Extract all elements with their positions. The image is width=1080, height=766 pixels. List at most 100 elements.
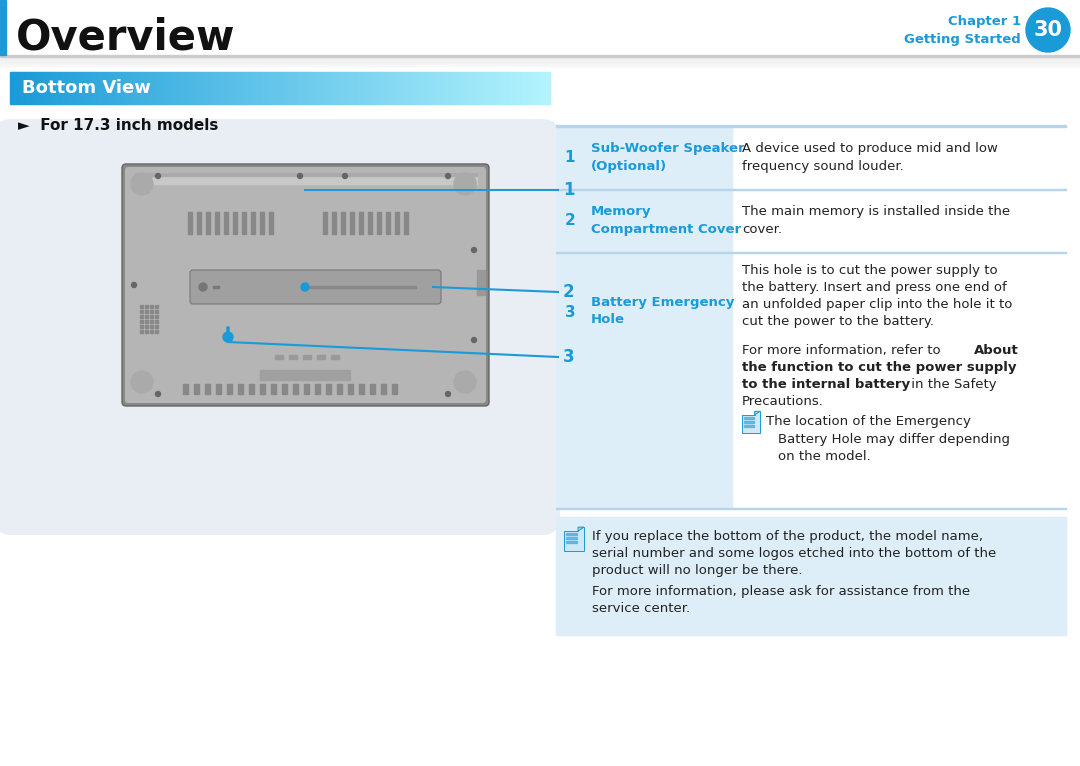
Text: Chapter 1: Chapter 1 <box>948 15 1021 28</box>
Circle shape <box>156 391 161 397</box>
Bar <box>477 270 485 295</box>
Bar <box>150 305 153 308</box>
Bar <box>0 66 1080 67</box>
Text: 3: 3 <box>563 348 575 366</box>
Bar <box>150 315 153 318</box>
Bar <box>337 384 342 394</box>
Text: Precautions.: Precautions. <box>742 395 824 408</box>
Bar <box>0 0 6 55</box>
Text: serial number and some logos etched into the bottom of the: serial number and some logos etched into… <box>592 547 996 560</box>
Bar <box>318 355 325 359</box>
Bar <box>309 286 416 288</box>
Text: Memory: Memory <box>591 205 651 218</box>
Bar <box>140 310 143 313</box>
Bar <box>233 212 237 234</box>
Bar <box>227 384 232 394</box>
Circle shape <box>156 174 161 178</box>
Text: Compartment Cover: Compartment Cover <box>591 223 741 236</box>
Text: product will no longer be there.: product will no longer be there. <box>592 564 802 577</box>
Bar <box>0 61 1080 63</box>
Bar <box>556 517 1066 635</box>
Text: the function to cut the power supply: the function to cut the power supply <box>742 362 1016 375</box>
Bar <box>282 384 287 394</box>
Bar <box>242 212 246 234</box>
Bar <box>238 384 243 394</box>
Bar <box>206 212 210 234</box>
Circle shape <box>132 283 136 287</box>
Text: Overview: Overview <box>16 17 235 59</box>
Bar <box>556 190 1066 252</box>
Bar <box>332 212 336 234</box>
Bar <box>194 384 199 394</box>
Circle shape <box>301 283 309 291</box>
Bar <box>251 212 255 234</box>
Circle shape <box>472 247 476 253</box>
Polygon shape <box>755 411 760 415</box>
Bar <box>556 126 732 188</box>
Bar <box>156 325 158 328</box>
Bar <box>145 325 148 328</box>
Polygon shape <box>578 527 584 531</box>
Bar <box>140 320 143 323</box>
Circle shape <box>454 173 476 195</box>
Bar <box>197 212 201 234</box>
Text: If you replace the bottom of the product, the model name,: If you replace the bottom of the product… <box>592 529 983 542</box>
Bar <box>188 212 192 234</box>
Bar <box>744 417 754 419</box>
Text: ►  For 17.3 inch models: ► For 17.3 inch models <box>18 117 218 133</box>
Circle shape <box>222 332 233 342</box>
Bar <box>556 188 1066 190</box>
Bar <box>156 305 158 308</box>
Text: cut the power to the battery.: cut the power to the battery. <box>742 316 934 329</box>
Text: Getting Started: Getting Started <box>904 32 1021 45</box>
Bar <box>556 190 732 252</box>
Text: cover.: cover. <box>742 223 782 236</box>
Bar <box>150 325 153 328</box>
Bar <box>260 370 350 380</box>
Bar <box>145 330 148 333</box>
Bar <box>556 252 1066 253</box>
Bar <box>556 125 1066 126</box>
Bar <box>0 57 1080 58</box>
Text: The location of the Emergency: The location of the Emergency <box>766 415 971 428</box>
Text: (Optional): (Optional) <box>591 160 667 173</box>
FancyArrow shape <box>226 327 230 336</box>
Text: to the internal battery: to the internal battery <box>742 378 910 391</box>
Text: For more information, refer to: For more information, refer to <box>742 345 945 358</box>
Bar <box>140 330 143 333</box>
Text: 2: 2 <box>565 213 576 228</box>
Circle shape <box>131 173 153 195</box>
Bar <box>556 253 732 508</box>
Bar <box>392 384 397 394</box>
Bar <box>377 212 381 234</box>
Text: 3: 3 <box>565 306 576 320</box>
Bar <box>205 384 210 394</box>
Text: The main memory is installed inside the: The main memory is installed inside the <box>742 205 1010 218</box>
Text: This hole is to cut the power supply to: This hole is to cut the power supply to <box>742 264 998 277</box>
Bar <box>386 212 390 234</box>
Bar <box>275 355 283 359</box>
Text: 1: 1 <box>565 150 576 165</box>
Bar <box>326 384 330 394</box>
Bar <box>566 541 577 543</box>
Bar <box>183 384 188 394</box>
Bar <box>556 508 1066 509</box>
Bar <box>249 384 254 394</box>
Bar <box>271 384 276 394</box>
Bar <box>140 305 143 308</box>
Circle shape <box>342 174 348 178</box>
Bar <box>156 310 158 313</box>
Bar <box>156 320 158 323</box>
Bar <box>556 126 1066 188</box>
Circle shape <box>199 283 207 291</box>
Polygon shape <box>564 527 584 551</box>
Bar <box>395 212 399 234</box>
Bar <box>0 60 1080 61</box>
Bar <box>224 212 228 234</box>
Bar <box>348 384 353 394</box>
Text: A device used to produce mid and low: A device used to produce mid and low <box>742 142 998 155</box>
Text: frequency sound louder.: frequency sound louder. <box>742 160 904 173</box>
Text: the battery. Insert and press one end of: the battery. Insert and press one end of <box>742 281 1007 294</box>
Bar <box>150 320 153 323</box>
Circle shape <box>454 371 476 393</box>
